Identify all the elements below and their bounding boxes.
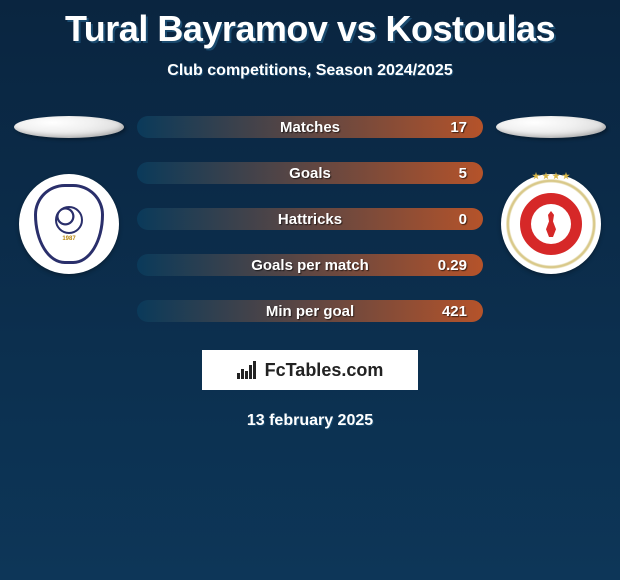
club-badge-left: 1987 (19, 174, 119, 274)
qarabag-shield-icon: 1987 (34, 184, 104, 264)
badge-left-year: 1987 (62, 236, 75, 242)
star-icon (542, 172, 550, 180)
stat-right-value: 421 (442, 303, 467, 320)
stat-label: Goals (289, 165, 331, 182)
stat-row-mpg: Min per goal 421 (137, 300, 483, 322)
badge-inner (531, 204, 571, 244)
stat-label: Hattricks (278, 211, 342, 228)
olympiacos-badge-icon (516, 189, 586, 259)
subtitle: Club competitions, Season 2024/2025 (0, 62, 620, 80)
player-left-avatar-placeholder (14, 116, 124, 138)
star-icon (552, 172, 560, 180)
content-row: 1987 Matches 17 Goals 5 Hattricks 0 Goal… (0, 116, 620, 322)
stat-label: Goals per match (251, 257, 369, 274)
stat-right-value: 5 (459, 165, 467, 182)
stat-row-hattricks: Hattricks 0 (137, 208, 483, 230)
stat-right-value: 0.29 (438, 257, 467, 274)
star-icon (532, 172, 540, 180)
ball-icon (55, 206, 83, 234)
stat-row-goals: Goals 5 (137, 162, 483, 184)
stat-right-value: 0 (459, 211, 467, 228)
star-icon (562, 172, 570, 180)
page-title: Tural Bayramov vs Kostoulas (0, 0, 620, 50)
left-player-col: 1987 (9, 116, 129, 274)
watermark-text: FcTables.com (265, 360, 384, 381)
stat-row-gpm: Goals per match 0.29 (137, 254, 483, 276)
stat-row-matches: Matches 17 (137, 116, 483, 138)
stats-column: Matches 17 Goals 5 Hattricks 0 Goals per… (137, 116, 483, 322)
stat-label: Matches (280, 119, 340, 136)
stars-row (532, 172, 570, 180)
date-line: 13 february 2025 (0, 412, 620, 430)
figure-icon (541, 211, 561, 237)
club-badge-right (501, 174, 601, 274)
watermark: FcTables.com (202, 350, 418, 390)
player-right-avatar-placeholder (496, 116, 606, 138)
bars-icon (237, 361, 259, 379)
stat-right-value: 17 (450, 119, 467, 136)
stat-label: Min per goal (266, 303, 354, 320)
right-player-col (491, 116, 611, 274)
